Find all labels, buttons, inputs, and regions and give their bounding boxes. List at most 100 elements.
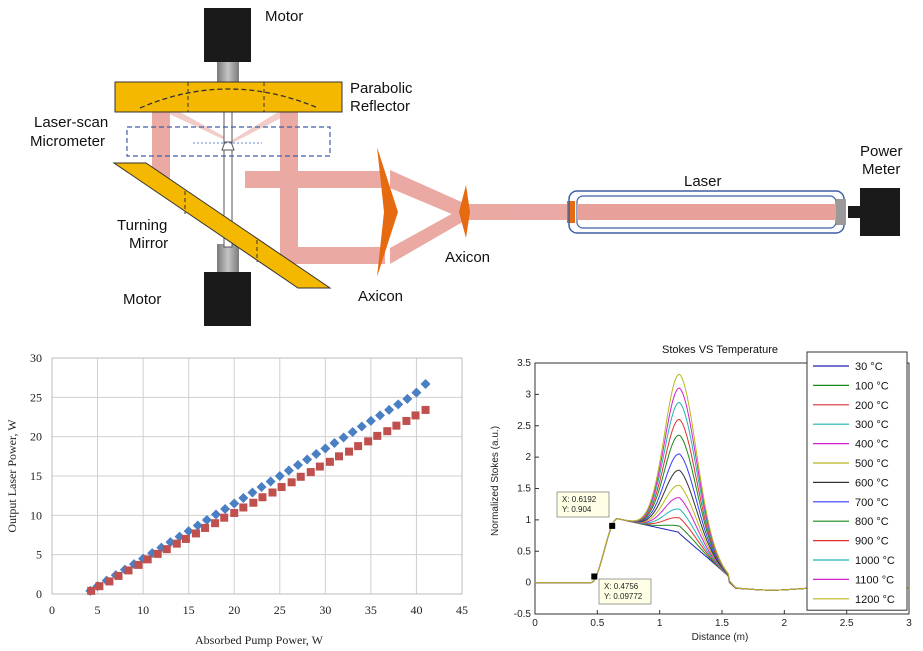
chart2-xlabel: Distance (m) [692, 632, 749, 643]
chart2-xtick-label: 1 [657, 618, 663, 629]
chart1-xtick-label: 25 [274, 603, 286, 617]
label-parabolic-line2: Reflector [350, 98, 410, 115]
chart2-ytick-label: 2.5 [517, 421, 531, 432]
label-power-line1: Power [860, 143, 903, 160]
chart1-xtick-label: 5 [95, 603, 101, 617]
chart1-square-point [172, 539, 181, 548]
chart2-xtick-label: 1.5 [715, 618, 729, 629]
chart1-ytick-label: 10 [30, 508, 42, 522]
chart2-ytick-label: 0.5 [517, 546, 531, 557]
chart1-square-point [325, 457, 334, 466]
chart2-legend-label: 700 °C [855, 497, 889, 509]
chart1-square-point [335, 452, 343, 461]
chart1-diamond-point [311, 448, 322, 459]
chart1-marks [85, 378, 431, 596]
chart1-diamond-point [201, 515, 212, 526]
chart2-datatip-marker [609, 522, 616, 529]
chart1-xtick-label: 35 [365, 603, 377, 617]
chart1-square-point [402, 416, 411, 425]
chart1-square-point [277, 483, 286, 492]
label-micrometer-line1: Laser-scan [34, 114, 108, 131]
chart1-square-point [87, 586, 96, 595]
chart2-datatip-y: Y: 0.09772 [604, 592, 643, 601]
chart1-square-point [268, 488, 277, 497]
label-parabolic-line1: Parabolic [350, 80, 413, 97]
chart1-square-point [392, 421, 401, 430]
chart1-diamond-point [302, 454, 313, 465]
chart1-ytick-label: 25 [30, 390, 42, 404]
chart2-xtick-label: 2.5 [840, 618, 854, 629]
motor-bottom-shaft [217, 244, 239, 274]
chart2-ytick-label: 1 [525, 515, 531, 526]
chart1-square-point [315, 462, 324, 471]
chart2-legend-label: 800 °C [855, 516, 889, 528]
axicon-left [377, 147, 398, 277]
chart1-diamond-point [347, 426, 358, 437]
chart2-legend-box [806, 351, 908, 611]
chart1-square-point [296, 472, 305, 481]
chart2-legend: 30 °C 100 °C 200 °C 300 °C 400 °C 500 °C 600 °… [806, 351, 908, 611]
chart2-legend-label: 1200 °C [855, 594, 895, 606]
chart2-datatip-x: X: 0.6192 [562, 495, 597, 504]
turning-mirror [112, 162, 332, 289]
label-axicon-left: Axicon [358, 288, 403, 305]
chart2-legend-label: 500 °C [855, 458, 889, 470]
chart1-diamond-point [338, 432, 349, 443]
chart1-diamond-point [420, 378, 431, 389]
chart1-ylabel: Output Laser Power, W [5, 419, 19, 533]
chart1-diamond-point [238, 493, 249, 504]
label-turning-line2: Mirror [129, 235, 168, 252]
chart2-legend-label: 900 °C [855, 536, 889, 548]
chart1-xlabel: Absorbed Pump Power, W [195, 633, 324, 647]
label-motor-top: Motor [265, 8, 303, 25]
label-motor-bottom: Motor [123, 291, 161, 308]
chart1-ytick-label: 30 [30, 351, 42, 365]
chart1-tick-labels: 0 5 10 15 20 25 30 35 40 45 0 5 10 15 20 25 30 [30, 351, 468, 617]
chart1-diamond-point [329, 437, 340, 448]
output-vs-pump-chart: 0 5 10 15 20 25 30 35 40 45 0 5 10 15 20 25 30 Absorbed … [5, 351, 468, 647]
parabolic-reflector [114, 81, 343, 113]
chart2-xtick-label: 0.5 [590, 618, 604, 629]
chart1-square-point [239, 503, 248, 512]
chart1-grid [51, 357, 463, 595]
chart1-diamond-point [411, 387, 422, 398]
chart2-ytick-label: 1.5 [517, 484, 531, 495]
chart1-diamond-point [192, 520, 203, 531]
laser-tube [567, 190, 846, 234]
chart1-xtick-label: 40 [410, 603, 422, 617]
laser-scan-micrometer-box [126, 126, 331, 157]
chart1-square-point [162, 545, 171, 554]
chart2-datatip-box [598, 578, 652, 605]
chart2-legend-label: 1000 °C [855, 555, 895, 567]
motor-bottom [204, 272, 251, 326]
chart1-xtick-label: 10 [137, 603, 149, 617]
chart1-ytick-label: 0 [36, 587, 42, 601]
chart1-square-point [181, 534, 190, 543]
chart1-square-point [306, 468, 315, 477]
chart2-ytick-label: 2 [525, 452, 531, 463]
chart1-square-point [345, 447, 354, 456]
chart1-square-point [105, 577, 114, 586]
chart2-datatip-y: Y: 0.904 [562, 505, 592, 514]
chart1-square-point [373, 431, 382, 440]
chart2-legend-label: 600 °C [855, 477, 889, 489]
chart1-square-point [153, 549, 162, 558]
chart1-diamond-point [211, 509, 221, 520]
label-laser: Laser [684, 173, 722, 190]
chart1-diamond-point [183, 526, 194, 537]
chart2-legend-label: 100 °C [855, 380, 889, 392]
axicon-right [459, 185, 470, 238]
chart1-square-point [421, 405, 430, 414]
chart1-diamond-point [229, 498, 240, 509]
chart2-legend-label: 30 °C [855, 361, 883, 373]
chart1-square-point [191, 529, 200, 538]
chart1-diamond-point [384, 404, 395, 415]
chart1-square-point [143, 555, 152, 564]
motor-top [204, 8, 251, 62]
chart1-ytick-label: 5 [36, 548, 42, 562]
chart2-title: Stokes VS Temperature [662, 344, 778, 356]
chart1-square-point [124, 566, 133, 575]
chart1-diamond-point [375, 410, 385, 421]
optical-setup-diagram: Motor Parabolic Reflector Laser-scan Mic… [30, 8, 903, 326]
